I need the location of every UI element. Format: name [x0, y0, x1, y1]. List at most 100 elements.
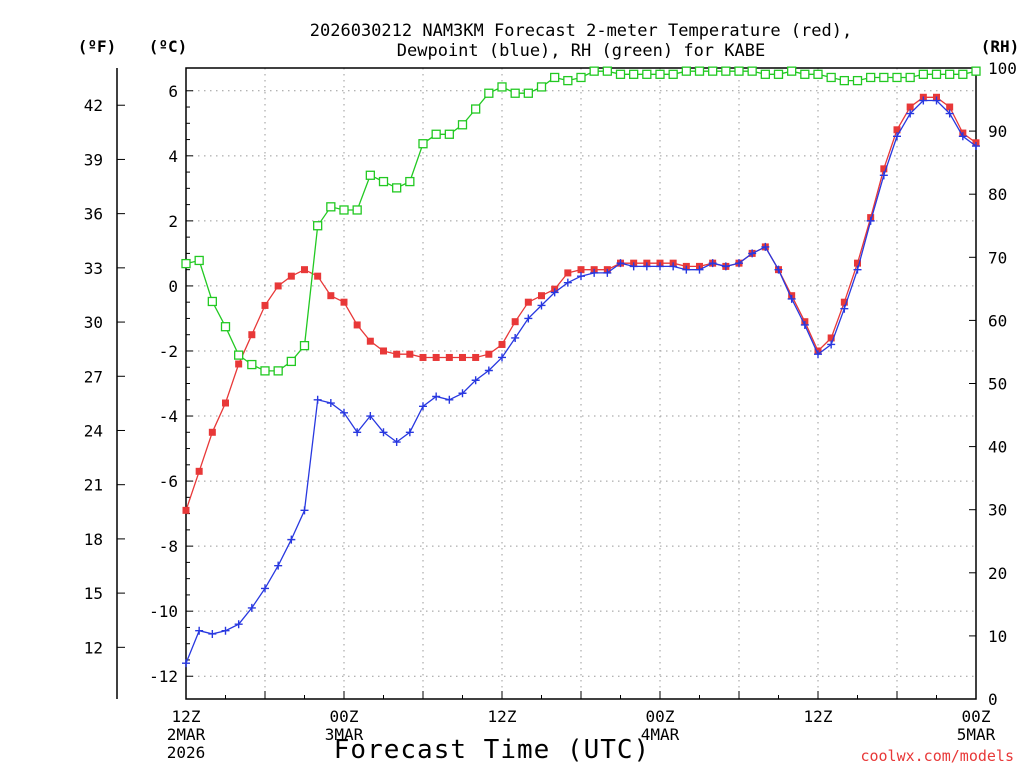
data-point-marker: [484, 88, 494, 98]
data-point-marker: [945, 109, 954, 118]
fahrenheit-unit-label: (ºF): [78, 37, 117, 56]
data-point-marker: [326, 399, 335, 408]
data-point-marker: [431, 129, 441, 139]
rh-tick-label: 90: [988, 122, 1007, 141]
data-point-marker: [906, 109, 915, 118]
data-point-marker: [721, 66, 731, 76]
data-point-marker: [563, 278, 572, 287]
data-point-marker: [458, 389, 467, 398]
rh-tick-label: 80: [988, 185, 1007, 204]
axis-ticks: -12-10-8-6-4-202461215182124273033363942…: [84, 59, 1017, 762]
rh-tick-label: 10: [988, 627, 1007, 646]
data-point-marker: [918, 69, 928, 79]
data-point-marker: [893, 126, 901, 134]
data-point-marker: [445, 353, 453, 361]
data-point-marker: [208, 629, 217, 638]
data-point-marker: [971, 66, 981, 76]
data-point-marker: [537, 301, 546, 310]
data-point-marker: [931, 69, 942, 79]
data-point-marker: [195, 467, 203, 475]
data-point-marker: [589, 66, 599, 76]
data-point-marker: [234, 350, 244, 360]
data-point-marker: [958, 69, 968, 79]
data-point-marker: [299, 340, 310, 351]
x-tick-label: 12Z: [172, 707, 201, 726]
credit-text: coolwx.com/models: [860, 747, 1014, 765]
data-point-marker: [472, 353, 480, 361]
data-point-marker: [366, 337, 374, 345]
data-point-marker: [286, 356, 296, 367]
data-point-marker: [958, 132, 967, 141]
data-point-marker: [800, 69, 810, 79]
data-point-marker: [774, 265, 783, 274]
celsius-tick-label: -10: [149, 602, 178, 621]
data-point-marker: [905, 72, 915, 83]
data-point-marker: [393, 350, 401, 358]
rh-tick-label: 0: [988, 690, 998, 709]
data-point-marker: [352, 205, 362, 215]
data-point-marker: [181, 258, 191, 269]
data-point-marker: [748, 249, 757, 258]
x-tick-label: 2026: [167, 743, 206, 762]
fahrenheit-tick-label: 39: [84, 150, 103, 169]
celsius-tick-label: 6: [168, 82, 178, 101]
data-point-marker: [471, 104, 481, 114]
data-point-marker: [406, 350, 414, 358]
rh-tick-label: 100: [988, 59, 1017, 78]
data-point-marker: [418, 139, 428, 149]
data-point-marker: [866, 72, 876, 83]
data-point-marker: [260, 366, 270, 376]
data-point-marker: [380, 347, 387, 355]
data-point-marker: [457, 120, 468, 130]
data-point-marker: [866, 216, 875, 225]
data-point-marker: [510, 88, 520, 98]
data-point-marker: [655, 69, 665, 79]
data-point-marker: [221, 626, 230, 635]
data-point-marker: [879, 72, 889, 83]
data-point-marker: [314, 272, 322, 280]
data-point-marker: [853, 265, 862, 274]
data-point-marker: [629, 69, 639, 79]
data-point-marker: [485, 350, 493, 358]
series-2-meter-temperature: [182, 93, 980, 514]
data-point-marker: [682, 265, 691, 274]
data-point-marker: [432, 353, 440, 361]
data-point-marker: [220, 322, 231, 332]
data-point-marker: [590, 268, 599, 277]
fahrenheit-tick-label: 12: [84, 638, 103, 657]
rh-tick-label: 30: [988, 501, 1007, 520]
x-tick-label: 4MAR: [641, 725, 680, 744]
data-point-marker: [787, 66, 797, 76]
data-point-marker: [405, 428, 414, 437]
data-point-marker: [892, 72, 902, 83]
data-point-marker: [893, 132, 901, 141]
x-tick-label: 12Z: [804, 707, 833, 726]
data-point-marker: [945, 69, 955, 79]
data-point-marker: [800, 320, 809, 329]
rh-tick-label: 20: [988, 564, 1007, 583]
data-point-marker: [235, 360, 243, 368]
data-point-marker: [261, 301, 269, 309]
data-point-marker: [300, 506, 309, 515]
fahrenheit-tick-label: 15: [84, 584, 103, 603]
data-point-marker: [669, 262, 678, 271]
x-tick-label: 00Z: [646, 707, 675, 726]
data-point-marker: [919, 96, 928, 105]
data-point-marker: [261, 584, 269, 593]
data-point-marker: [538, 292, 545, 300]
data-point-marker: [365, 170, 375, 180]
data-point-marker: [603, 268, 612, 277]
data-point-marker: [484, 366, 493, 375]
data-point-marker: [668, 69, 678, 79]
celsius-tick-label: 4: [168, 147, 178, 166]
data-point-marker: [932, 96, 941, 105]
data-point-marker: [208, 428, 216, 436]
data-point-marker: [577, 272, 585, 281]
data-point-marker: [827, 340, 836, 349]
celsius-tick-label: -6: [159, 472, 178, 491]
data-point-marker: [182, 659, 190, 668]
data-point-marker: [708, 259, 717, 268]
celsius-tick-label: -12: [149, 667, 178, 686]
data-point-marker: [852, 75, 863, 86]
data-point-marker: [392, 183, 402, 193]
